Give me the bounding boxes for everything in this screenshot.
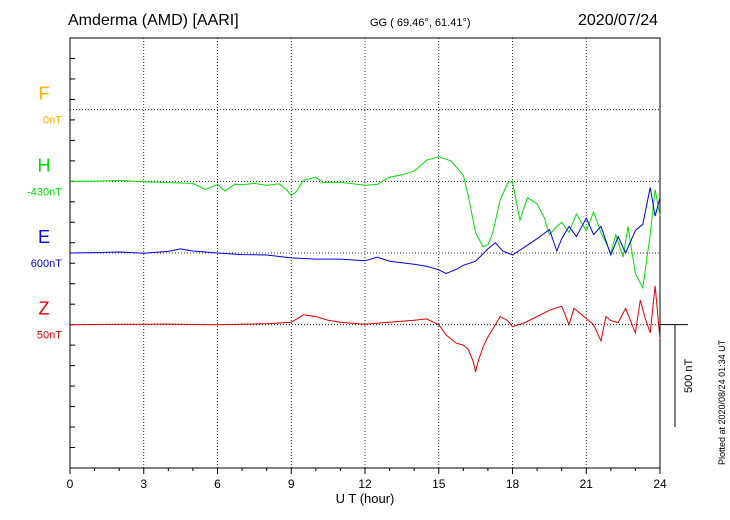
series-baseline-h: -430nT [27, 186, 62, 198]
x-axis-ticks: 0 3 6 9 12 15 18 21 24 [67, 468, 667, 491]
x-tick-label: 15 [432, 477, 446, 491]
series-lines [69, 156, 661, 372]
series-baseline-e: 600nT [31, 258, 62, 270]
x-tick-label: 6 [214, 477, 221, 491]
x-tick-label: 24 [653, 477, 667, 491]
series-name-f: F [39, 84, 50, 104]
x-tick-label: 0 [67, 477, 74, 491]
series-name-h: H [38, 155, 51, 175]
x-tick-label: 12 [358, 477, 372, 491]
series-line-h [69, 156, 661, 290]
x-tick-label: 18 [506, 477, 520, 491]
scale-bar-label: 500 nT [683, 358, 695, 393]
station-title: Amderma (AMD) [AARI] [68, 12, 239, 29]
scale-bar: 500 nT [660, 324, 695, 428]
series-line-z [69, 285, 661, 372]
x-tick-label: 9 [288, 477, 295, 491]
x-tick-label: 21 [580, 477, 594, 491]
series-labels: F 0nT H -430nT E 600nT Z 50nT [27, 84, 62, 342]
series-baseline-f: 0nT [43, 115, 62, 127]
series-line-e [69, 187, 661, 275]
station-coordinates: GG ( 69.46°, 61.41°) [370, 17, 471, 29]
grid-lines [70, 38, 660, 468]
x-axis-label: U T (hour) [336, 491, 395, 506]
series-name-z: Z [39, 299, 50, 319]
plotted-timestamp: Plotted at 2020/08/24 01:34 UT [717, 339, 727, 465]
x-tick-label: 3 [140, 477, 147, 491]
chart-date: 2020/07/24 [578, 12, 659, 29]
series-name-e: E [38, 227, 50, 247]
series-baseline-z: 50nT [37, 330, 62, 342]
